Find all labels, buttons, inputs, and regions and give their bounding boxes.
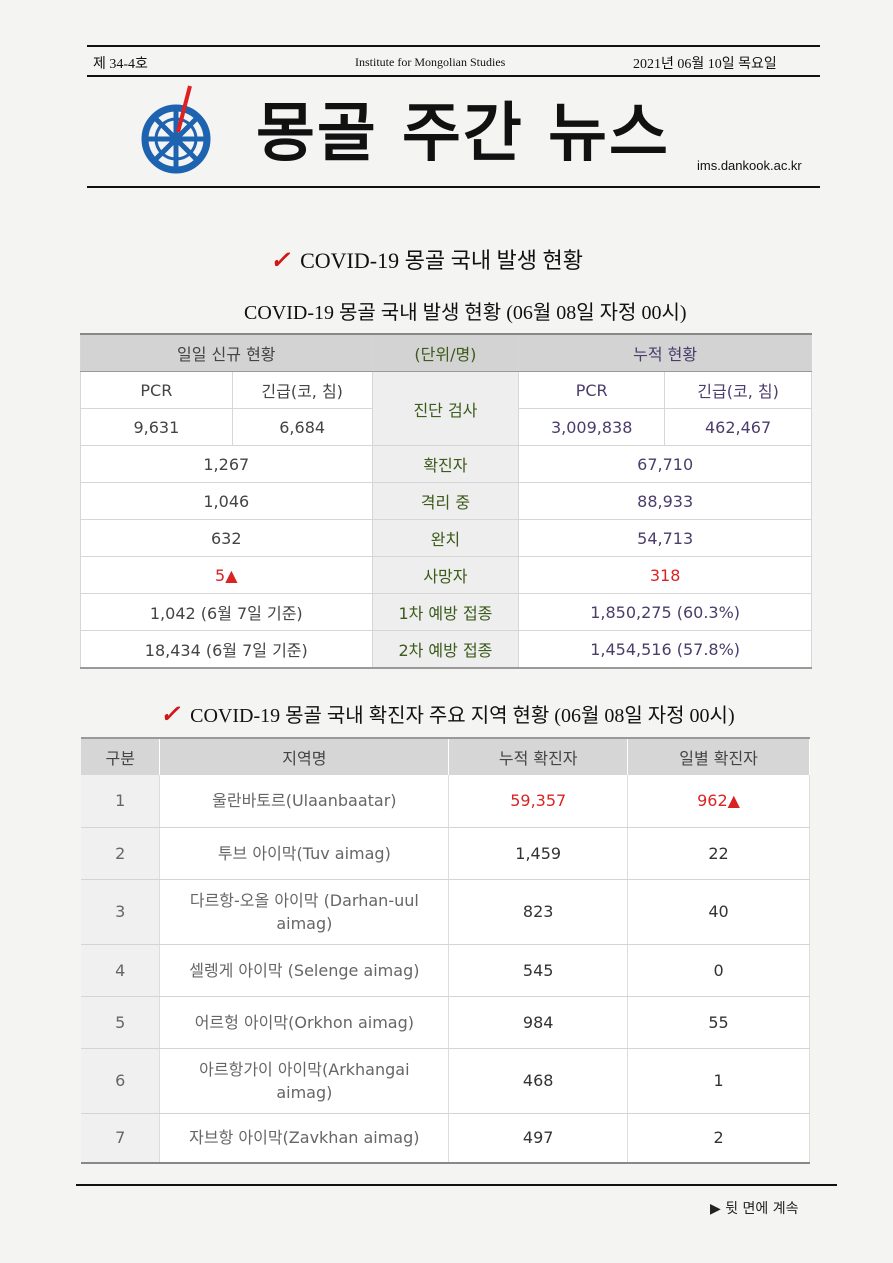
table-row: 1 울란바토르(Ulaanbaatar) 59,357 962▲: [81, 775, 810, 828]
regional-cases-table: 구분 지역명 누적 확진자 일별 확진자 1 울란바토르(Ulaanbaatar…: [81, 737, 810, 1164]
row-number: 2: [81, 827, 161, 880]
daily-cases: 962▲: [627, 775, 810, 828]
cumulative-cases: 468: [448, 1048, 629, 1114]
section1-heading: ✓ COVID-19 몽골 국내 발생 현황: [270, 248, 584, 274]
col-header-daily: 일별 확진자: [627, 737, 810, 775]
daily-cases: 22: [627, 827, 810, 880]
table-row: 5 어르헝 아이막(Orkhon aimag) 984 55: [81, 996, 810, 1049]
col-header-cumulative: 누적 확진자: [448, 737, 629, 775]
cum-emergency-value: 462,467: [664, 408, 812, 446]
cumulative-header: 누적 현황: [518, 333, 812, 372]
test-label: 진단 검사: [371, 371, 520, 446]
daily-emergency-label: 긴급(코, 침): [231, 371, 373, 409]
footer-rule: [76, 1184, 837, 1186]
header-top-rule: [87, 45, 820, 47]
row-number: 4: [81, 944, 161, 997]
daily-deaths-value: 5: [215, 565, 226, 585]
cumulative-cases: 59,357: [448, 775, 629, 828]
continue-note: ▶ 뒷 면에 계속: [710, 1201, 799, 1217]
header-mid-rule: [87, 75, 820, 77]
daily-header: 일일 신규 현황: [80, 333, 373, 372]
cum-emergency-label: 긴급(코, 침): [664, 371, 812, 409]
daily-vaccine-2: 18,434 (6월 7일 기준): [80, 630, 373, 669]
cum-deaths: 318: [518, 556, 812, 594]
issue-date: 2021년 06월 10일 목요일: [633, 57, 777, 72]
cum-pcr-value: 3,009,838: [518, 408, 666, 446]
daily-cases: 1: [627, 1048, 810, 1114]
region-name: 투브 아이막(Tuv aimag): [159, 827, 450, 880]
daily-vaccine-1: 1,042 (6월 7일 기준): [80, 593, 373, 631]
cum-confirmed: 67,710: [518, 445, 812, 483]
daily-cases: 2: [627, 1113, 810, 1164]
cumulative-cases: 545: [448, 944, 629, 997]
covid-status-table: 일일 신규 현황 (단위/명) 누적 현황 PCR 긴급(코, 침) 진단 검사…: [80, 333, 812, 669]
col-header-region: 지역명: [159, 737, 450, 775]
region-name: 셀렝게 아이막 (Selenge aimag): [159, 944, 450, 997]
site-url[interactable]: ims.dankook.ac.kr: [697, 158, 802, 173]
cum-vaccine-2: 1,454,516 (57.8%): [518, 630, 812, 669]
up-triangle-icon: ▲: [727, 791, 740, 811]
cum-vaccine-1: 1,850,275 (60.3%): [518, 593, 812, 631]
row-number: 7: [81, 1113, 161, 1164]
cum-recovered: 54,713: [518, 519, 812, 557]
cumulative-cases: 984: [448, 996, 629, 1049]
masthead-bottom-rule: [87, 186, 820, 188]
daily-cases: 0: [627, 944, 810, 997]
daily-pcr-value: 9,631: [80, 408, 233, 446]
checkmark-icon: ✓: [270, 248, 291, 274]
daily-cases: 40: [627, 879, 810, 945]
row-label-recovered: 완치: [371, 519, 520, 557]
daily-quarantine: 1,046: [80, 482, 373, 520]
row-label-deaths: 사망자: [371, 556, 520, 594]
table1-title: COVID-19 몽골 국내 발생 현황 (06월 08일 자정 00시): [244, 302, 687, 324]
wheel-logo-icon: [141, 85, 211, 174]
region-name: 어르헝 아이막(Orkhon aimag): [159, 996, 450, 1049]
table-row: 3 다르항-오올 아이막 (Darhan-uul aimag) 823 40: [81, 879, 810, 945]
institute-name: Institute for Mongolian Studies: [355, 55, 506, 69]
cumulative-cases: 1,459: [448, 827, 629, 880]
row-number: 6: [81, 1048, 161, 1114]
region-name: 다르항-오올 아이막 (Darhan-uul aimag): [159, 879, 450, 945]
cum-pcr-label: PCR: [518, 371, 666, 409]
daily-deaths: 5▲: [80, 556, 373, 594]
region-name: 울란바토르(Ulaanbaatar): [159, 775, 450, 828]
daily-pcr-label: PCR: [80, 371, 233, 409]
row-number: 1: [81, 775, 161, 828]
row-label-confirmed: 확진자: [371, 445, 520, 483]
table-row: 2 투브 아이막(Tuv aimag) 1,459 22: [81, 827, 810, 880]
row-number: 3: [81, 879, 161, 945]
row-label-vaccine-1: 1차 예방 접종: [371, 593, 520, 631]
daily-cases: 55: [627, 996, 810, 1049]
daily-emergency-value: 6,684: [231, 408, 373, 446]
table-row: 7 자브항 아이막(Zavkhan aimag) 497 2: [81, 1113, 810, 1164]
section2-heading: ✓ COVID-19 몽골 국내 확진자 주요 지역 현황 (06월 08일 자정…: [160, 702, 735, 728]
row-number: 5: [81, 996, 161, 1049]
daily-recovered: 632: [80, 519, 373, 557]
region-name: 자브항 아이막(Zavkhan aimag): [159, 1113, 450, 1164]
daily-confirmed: 1,267: [80, 445, 373, 483]
unit-header: (단위/명): [371, 333, 520, 372]
up-triangle-icon: ▲: [225, 565, 238, 585]
row-label-vaccine-2: 2차 예방 접종: [371, 630, 520, 669]
newsletter-title: 몽골 주간 뉴스: [256, 97, 670, 171]
cum-quarantine: 88,933: [518, 482, 812, 520]
row-label-quarantine: 격리 중: [371, 482, 520, 520]
checkmark-icon: ✓: [160, 702, 181, 728]
col-header-no: 구분: [81, 737, 161, 775]
table-row: 6 아르항가이 아이막(Arkhangai aimag) 468 1: [81, 1048, 810, 1114]
issue-number: 제 34-4호: [93, 57, 148, 72]
cumulative-cases: 823: [448, 879, 629, 945]
table-row: 4 셀렝게 아이막 (Selenge aimag) 545 0: [81, 944, 810, 997]
region-name: 아르항가이 아이막(Arkhangai aimag): [159, 1048, 450, 1114]
cumulative-cases: 497: [448, 1113, 629, 1164]
